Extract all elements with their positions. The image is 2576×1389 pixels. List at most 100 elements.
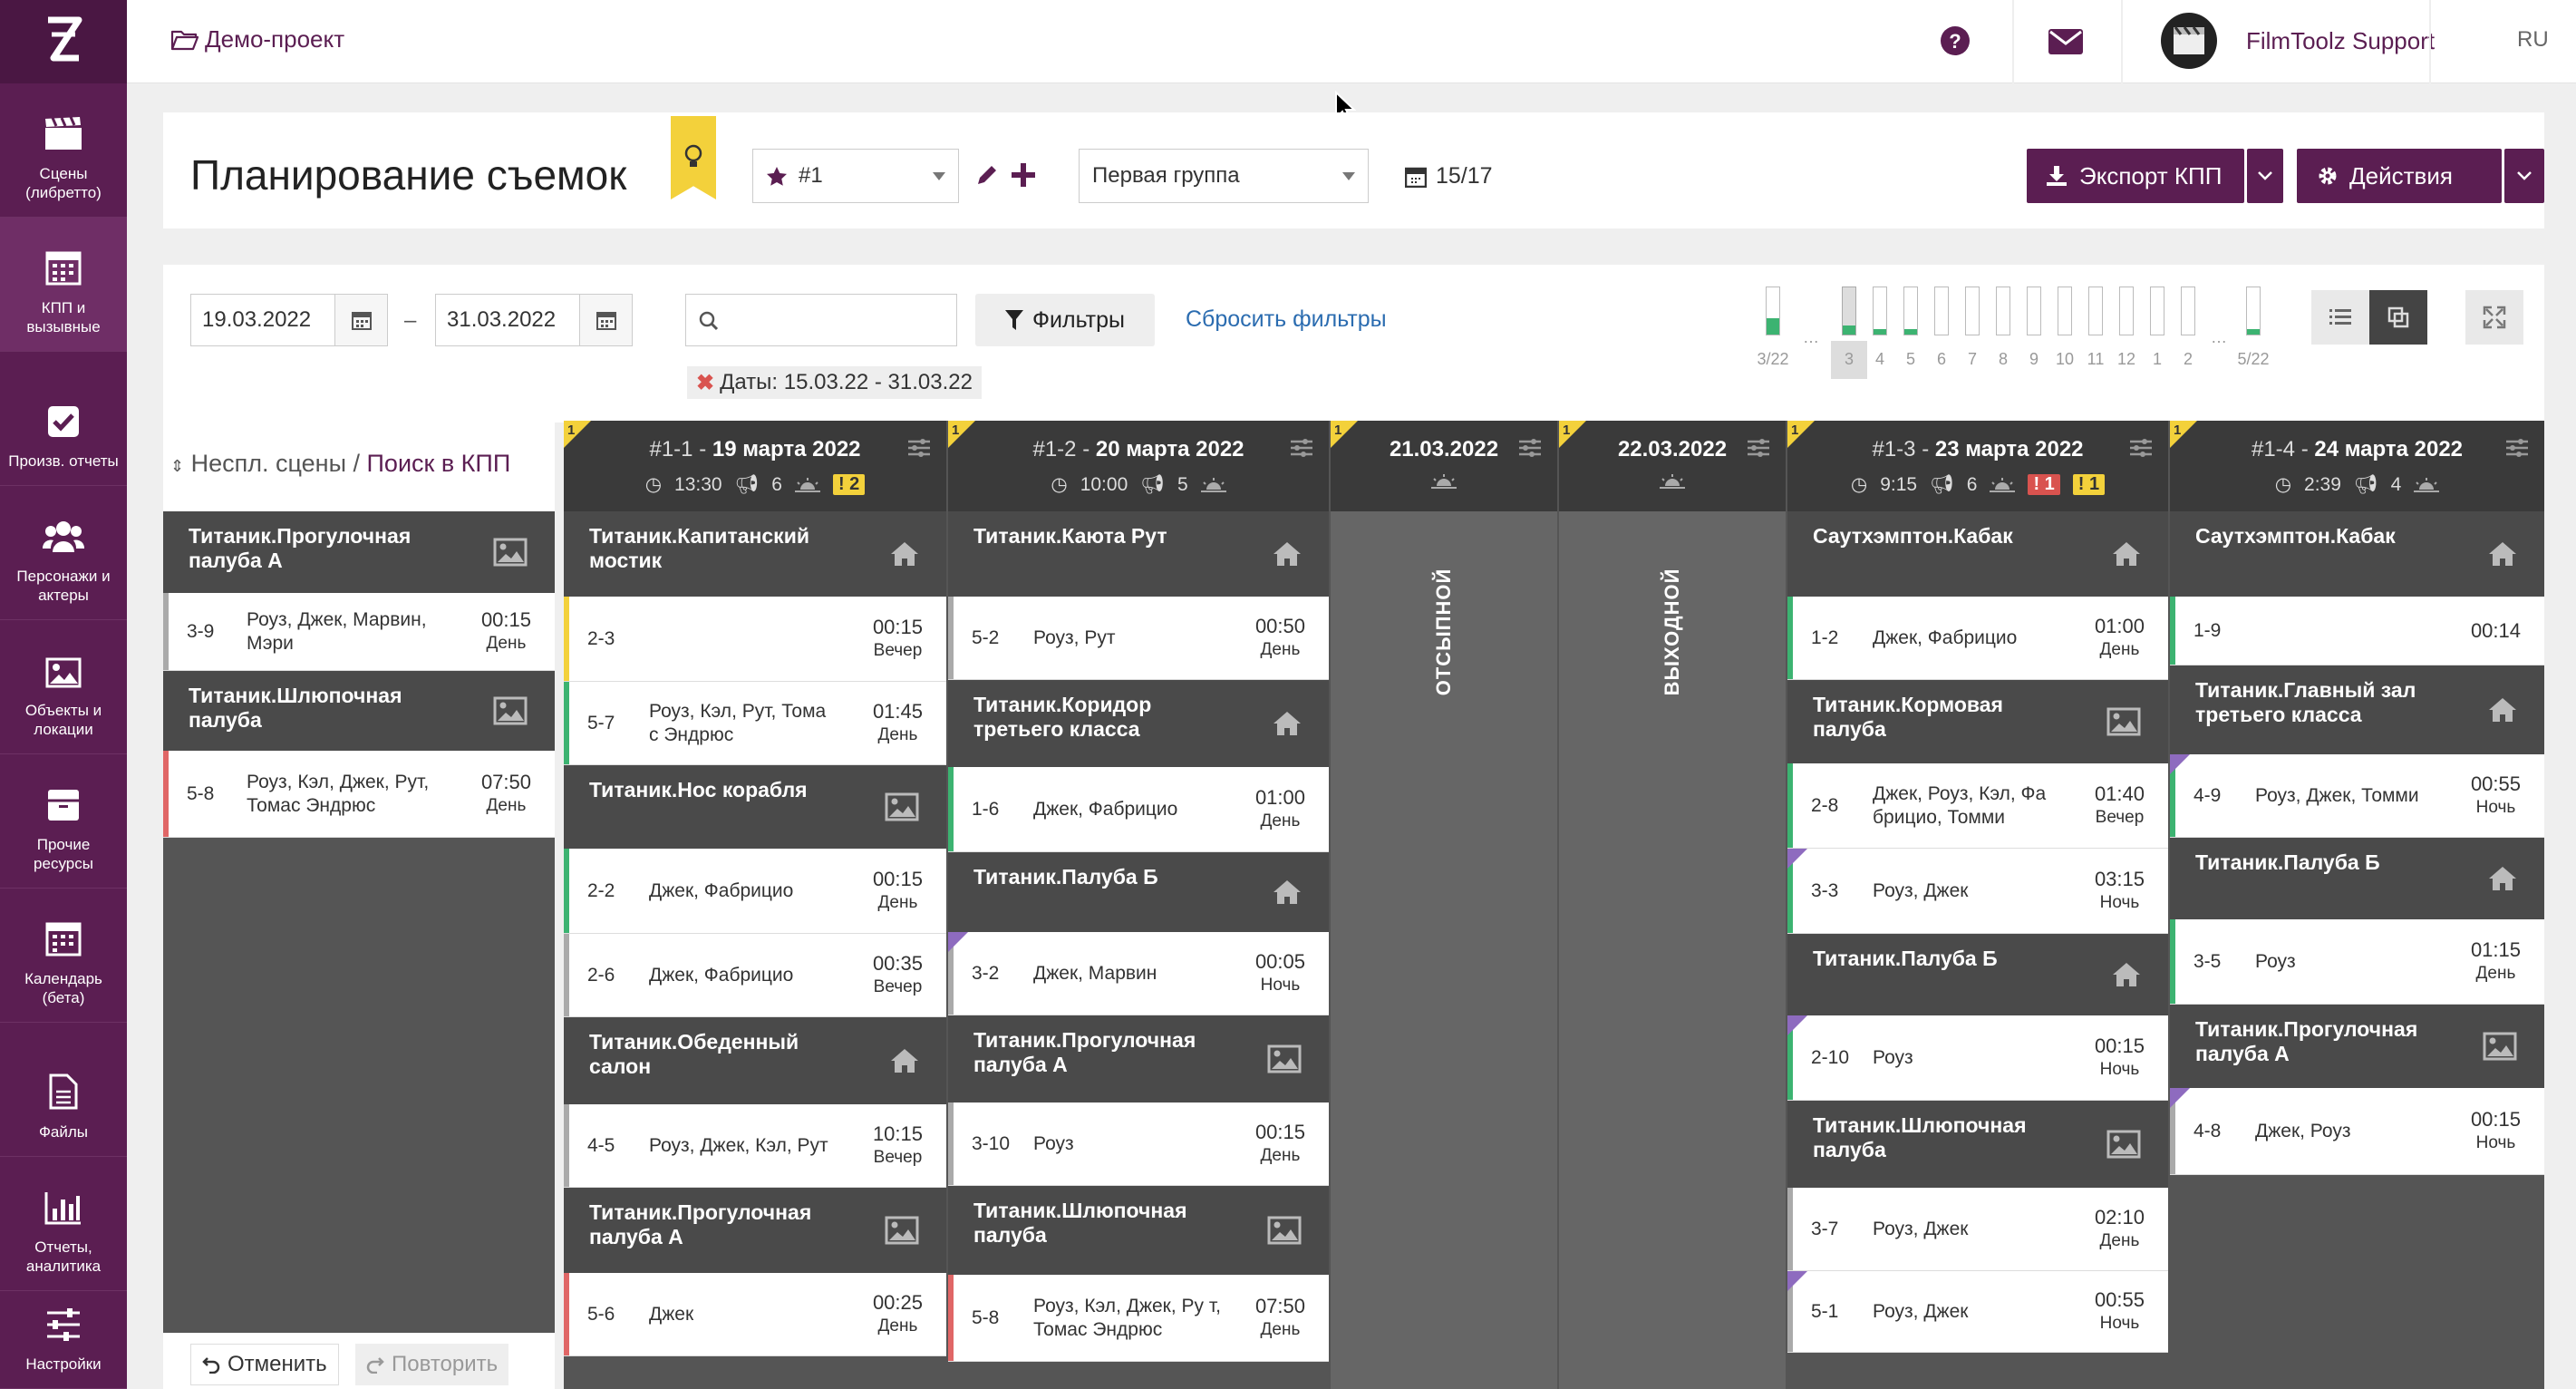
- scene-card[interactable]: 3-2 Джек, Марвин 00:05 Ночь: [948, 932, 1329, 1015]
- pencil-icon[interactable]: [975, 163, 999, 187]
- day-header[interactable]: 1 21.03.2022: [1331, 421, 1557, 511]
- day-menu-icon[interactable]: [1291, 439, 1312, 457]
- schedule-select[interactable]: #1: [752, 149, 959, 203]
- day-header[interactable]: 1 #1-2 - 20 марта 2022 ◷ 10:00 📢︎ 5: [948, 421, 1329, 511]
- day-menu-icon[interactable]: [2130, 439, 2152, 457]
- undo-button[interactable]: Отменить: [190, 1344, 339, 1385]
- scene-card[interactable]: 2-3 00:15 Вечер: [564, 597, 946, 682]
- location-header[interactable]: Титаник.Палуба Б: [948, 852, 1329, 932]
- day-menu-icon[interactable]: [1519, 439, 1541, 457]
- location-header[interactable]: Саутхэмптон.Кабак: [1787, 511, 2168, 597]
- project-breadcrumb[interactable]: Демо-проект: [170, 25, 344, 53]
- location-header[interactable]: Титаник.Прогулочная палуба А: [2170, 1005, 2544, 1088]
- scene-card[interactable]: 2-2 Джек, Фабрицио 00:15 День: [564, 849, 946, 934]
- day-header[interactable]: 1 #1-3 - 23 марта 2022 ◷ 9:15 📢︎ 6! 1! 1: [1787, 421, 2168, 511]
- scene-card[interactable]: 2-8 Джек, Роуз, Кэл, Фа брицио, Томми 01:4…: [1787, 763, 2168, 849]
- date-from-calendar-button[interactable]: [334, 295, 387, 345]
- language-switch[interactable]: RU: [2517, 27, 2549, 52]
- sort-icon[interactable]: ⇕: [170, 457, 185, 475]
- day-header[interactable]: 1 #1-4 - 24 марта 2022 ◷ 2:39 📢︎ 4: [2170, 421, 2544, 511]
- scene-card[interactable]: 3-7 Роуз, Джек 02:10 День: [1787, 1188, 2168, 1271]
- sidebar-item-checkbox[interactable]: Произв. отчеты: [0, 352, 127, 486]
- scene-card[interactable]: 5-1 Роуз, Джек 00:55 Ночь: [1787, 1271, 2168, 1353]
- scene-card[interactable]: 5-8 Роуз, Кэл, Джек, Ру т, Томас Эндрюс 07…: [948, 1275, 1329, 1362]
- day-load-bar[interactable]: [2119, 287, 2134, 335]
- reset-filters-link[interactable]: Сбросить фильтры: [1186, 306, 1387, 332]
- location-header[interactable]: Титаник.Шлюпочная палуба: [163, 671, 555, 751]
- redo-button[interactable]: Повторить: [355, 1344, 509, 1385]
- location-header[interactable]: Титаник.Прогулочная палуба А: [564, 1188, 946, 1273]
- day-load-bar[interactable]: [1873, 287, 1887, 335]
- scene-card[interactable]: 4-9 Роуз, Джек, Томми 00:55 Ночь: [2170, 754, 2544, 838]
- scene-card[interactable]: 4-5 Роуз, Джек, Кэл, Рут 10:15 Вечер: [564, 1104, 946, 1188]
- day-load-bar[interactable]: [1934, 287, 1949, 335]
- group-select[interactable]: Первая группа: [1079, 149, 1369, 203]
- scene-card[interactable]: 5-2 Роуз, Рут 00:50 День: [948, 597, 1329, 680]
- day-load-bar[interactable]: [2027, 287, 2041, 335]
- location-header[interactable]: Титаник.Обеденный салон: [564, 1017, 946, 1104]
- hint-bookmark[interactable]: [671, 116, 716, 199]
- search-input[interactable]: [685, 294, 957, 346]
- scene-card[interactable]: 3-9 Роуз, Джек, Марвин, Мэри 00:15 День: [163, 593, 555, 671]
- actions-button[interactable]: Действия: [2297, 149, 2502, 203]
- location-header[interactable]: Титаник.Прогулочная палуба А: [948, 1015, 1329, 1102]
- day-header[interactable]: 1 22.03.2022: [1559, 421, 1786, 511]
- day-load-bar[interactable]: [2150, 287, 2164, 335]
- location-header[interactable]: Титаник.Прогулочная палуба А: [163, 511, 555, 593]
- day-menu-icon[interactable]: [1748, 439, 1769, 457]
- location-header[interactable]: Титаник.Капитанский мостик: [564, 511, 946, 597]
- warning-badge[interactable]: ! 1: [2072, 474, 2106, 495]
- app-logo[interactable]: [0, 0, 127, 83]
- search-kpp-link[interactable]: Поиск в КПП: [366, 450, 511, 477]
- date-to-calendar-button[interactable]: [579, 295, 632, 345]
- day-menu-icon[interactable]: [908, 439, 930, 457]
- sidebar-item-archive[interactable]: Прочие ресурсы: [0, 754, 127, 889]
- day-load-bar[interactable]: [1996, 287, 2010, 335]
- sidebar-item-image[interactable]: Объекты и локации: [0, 620, 127, 754]
- day-load-bar[interactable]: [2088, 287, 2103, 335]
- plus-icon[interactable]: [1012, 163, 1035, 187]
- board-view-button[interactable]: [2369, 290, 2427, 345]
- location-header[interactable]: Титаник.Нос корабля: [564, 765, 946, 849]
- warning-badge[interactable]: ! 2: [832, 474, 866, 495]
- location-header[interactable]: Саутхэмптон.Кабак: [2170, 511, 2544, 597]
- day-load-bar[interactable]: [1842, 287, 1856, 335]
- location-header[interactable]: Титаник.Палуба Б: [2170, 838, 2544, 919]
- user-name[interactable]: FilmToolz Support: [2246, 27, 2436, 54]
- sidebar-item-sliders[interactable]: Настройки: [0, 1291, 127, 1389]
- remove-chip-icon[interactable]: ✖: [696, 370, 715, 395]
- day-load-bar[interactable]: [2246, 287, 2261, 335]
- location-header[interactable]: Титаник.Шлюпочная палуба: [948, 1186, 1329, 1275]
- help-icon[interactable]: ?: [1940, 25, 1971, 56]
- date-to-input[interactable]: 31.03.2022: [435, 294, 633, 346]
- sidebar-item-calendar[interactable]: Календарь (бета): [0, 889, 127, 1023]
- fullscreen-button[interactable]: [2465, 290, 2523, 345]
- location-header[interactable]: Титаник.Кормовая палуба: [1787, 680, 2168, 763]
- scene-card[interactable]: 5-8 Роуз, Кэл, Джек, Рут, Томас Эндрюс 07:…: [163, 751, 555, 838]
- date-from-input[interactable]: 19.03.2022: [190, 294, 388, 346]
- scene-card[interactable]: 4-8 Джек, Роуз 00:15 Ночь: [2170, 1088, 2544, 1175]
- scene-card[interactable]: 1-2 Джек, Фабрицио 01:00 День: [1787, 597, 2168, 680]
- scene-card[interactable]: 1-6 Джек, Фабрицио 01:00 День: [948, 767, 1329, 852]
- scene-card[interactable]: 2-6 Джек, Фабрицио 00:35 Вечер: [564, 934, 946, 1017]
- day-load-bar[interactable]: [1965, 287, 1980, 335]
- filters-button[interactable]: Фильтры: [975, 294, 1155, 346]
- mail-icon[interactable]: [2048, 29, 2083, 54]
- list-view-button[interactable]: [2311, 290, 2369, 345]
- day-header[interactable]: 1 #1-1 - 19 марта 2022 ◷ 13:30 📢︎ 6! 2: [564, 421, 946, 511]
- scene-card[interactable]: 5-6 Джек 00:25 День: [564, 1273, 946, 1356]
- error-badge[interactable]: ! 1: [2028, 474, 2060, 495]
- actions-dropdown-button[interactable]: [2504, 149, 2544, 203]
- avatar[interactable]: [2161, 13, 2217, 69]
- day-load-bar[interactable]: [1766, 287, 1780, 335]
- day-menu-icon[interactable]: [2506, 439, 2528, 457]
- sidebar-item-clapperboard[interactable]: Сцены (либретто): [0, 83, 127, 218]
- location-header[interactable]: Титаник.Шлюпочная палуба: [1787, 1101, 2168, 1188]
- day-load-bar[interactable]: [2181, 287, 2195, 335]
- day-load-bar[interactable]: [1903, 287, 1918, 335]
- location-header[interactable]: Титаник.Каюта Рут: [948, 511, 1329, 597]
- unused-scenes-title[interactable]: Неспл. сцены: [190, 450, 346, 477]
- location-header[interactable]: Титаник.Палуба Б: [1787, 934, 2168, 1015]
- scene-card[interactable]: 1-9 00:14: [2170, 597, 2544, 665]
- scene-card[interactable]: 3-10 Роуз 00:15 День: [948, 1102, 1329, 1186]
